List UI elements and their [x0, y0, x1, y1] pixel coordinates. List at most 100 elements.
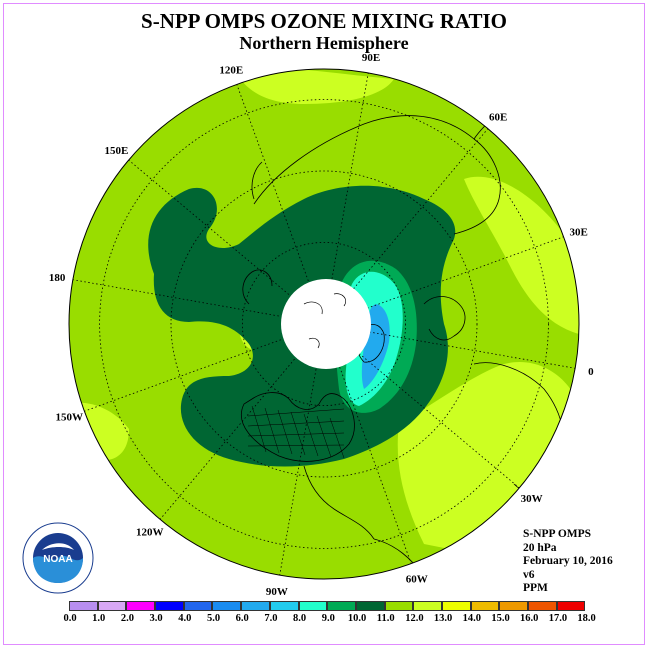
noaa-logo: NOAA — [22, 522, 94, 594]
state-border — [303, 413, 319, 457]
longitude-label: 180 — [49, 272, 66, 284]
state-border — [251, 405, 267, 453]
polar-no-data-region — [281, 279, 371, 369]
longitude-label: 0 — [588, 366, 594, 378]
colorbar-swatch — [384, 601, 414, 611]
colorbar-swatch — [155, 601, 184, 611]
longitude-labels: 90E 60E 30E 0 30W 60W 90W 120W 150W 180 150E 120E — [49, 52, 594, 598]
state-border — [316, 415, 332, 458]
colorbar-swatch — [241, 601, 270, 611]
longitude-label: 90W — [266, 586, 288, 598]
polar-map: 90E 60E 30E 0 30W 60W 90W 120W 150W 180 150E 120E — [49, 52, 594, 598]
colorbar-swatch — [499, 601, 528, 611]
colorbar-tick-label: 10.0 — [347, 613, 367, 624]
colorbar-swatch — [183, 601, 213, 611]
state-border — [247, 432, 345, 437]
colorbar-swatch — [413, 601, 442, 611]
latitude-circle — [170, 170, 478, 478]
map-disc — [69, 69, 579, 579]
colorbar-swatch — [556, 601, 586, 611]
longitude-label: 60W — [406, 574, 428, 586]
meridian-line — [159, 358, 295, 520]
meridian-line — [279, 369, 317, 576]
colorbar-swatch — [528, 601, 557, 611]
meridian-line — [72, 279, 279, 317]
coast-central-america — [303, 465, 375, 540]
latitude-circle — [99, 99, 549, 549]
meridian-line — [331, 72, 369, 279]
info-block: S-NPP OMPS 20 hPa February 10, 2016 v6 P… — [523, 528, 613, 596]
ozone-region-low-northeast — [464, 176, 579, 334]
colorbar-swatch — [355, 601, 385, 611]
meridian-line — [369, 331, 576, 369]
colorbar-tick-label: 13.0 — [433, 613, 453, 624]
latitude-circle — [241, 241, 406, 406]
longitude-label: 30W — [521, 493, 543, 505]
colorbar-tick-label: 12.0 — [405, 613, 424, 624]
svg-text:NOAA: NOAA — [43, 554, 72, 565]
colorbar-tick-label: 0.0 — [63, 613, 77, 624]
colorbar-tick-label: 1.0 — [92, 613, 106, 624]
coast-europe — [423, 296, 466, 341]
colorbar-tick-label: 3.0 — [149, 613, 163, 624]
colorbar-tick-label: 14.0 — [462, 613, 481, 624]
meridian-line — [358, 353, 520, 489]
page-subtitle: Northern Hemisphere — [239, 33, 409, 53]
info-version: v6 — [523, 568, 535, 581]
colorbar-swatch — [441, 601, 471, 611]
colorbar — [69, 601, 586, 611]
colorbar-swatch — [126, 601, 156, 611]
colorbar-swatch — [69, 601, 98, 611]
state-border — [329, 417, 345, 459]
colorbar-tick-label: 18.0 — [577, 613, 596, 624]
state-border — [290, 411, 306, 456]
colorbar-swatch — [269, 601, 299, 611]
colorbar-tick-label: 2.0 — [120, 613, 134, 624]
figure-frame: S-NPP OMPS OZONE MIXING RATIO Northern H… — [3, 3, 645, 645]
colorbar-swatch — [212, 601, 242, 611]
coast-asia — [253, 115, 501, 235]
state-border — [247, 420, 345, 427]
meridian-line — [84, 339, 282, 412]
coast-alaska — [242, 269, 273, 305]
state-border — [247, 444, 345, 447]
graticule — [72, 72, 576, 576]
meridian-line — [366, 236, 564, 309]
colorbar-tick-label: 15.0 — [491, 613, 510, 624]
info-instrument: S-NPP OMPS — [523, 528, 592, 540]
colorbar-tick-label: 17.0 — [548, 613, 568, 624]
colorbar-swatch — [298, 601, 328, 611]
colorbar-tick-label: 11.0 — [376, 613, 395, 624]
longitude-label: 30E — [570, 226, 588, 238]
us-state-borders — [247, 405, 345, 459]
coast-japan — [251, 161, 263, 200]
longitude-label: 150E — [104, 145, 128, 157]
meridian-line — [353, 128, 489, 290]
coast-north-america — [241, 392, 355, 462]
coast-arctic-islands — [303, 293, 347, 349]
longitude-label: 90E — [362, 52, 380, 64]
longitude-label: 120W — [136, 527, 164, 539]
state-border — [277, 409, 293, 455]
meridian-line — [128, 159, 290, 295]
colorbar-swatch — [470, 601, 500, 611]
info-units: PPM — [523, 582, 548, 594]
meridian-line — [236, 84, 309, 282]
state-border — [247, 408, 345, 417]
colorbar-tick-label: 7.0 — [264, 613, 278, 624]
meridian-line — [339, 366, 412, 564]
ozone-region-low-north — [234, 69, 394, 104]
colorbar-tick-label: 5.0 — [206, 613, 221, 624]
map-disc-outline — [68, 68, 580, 580]
info-pressure: 20 hPa — [523, 541, 557, 554]
longitude-label: 120E — [219, 64, 243, 76]
colorbar-tick-label: 9.0 — [321, 613, 335, 624]
longitude-label: 60E — [489, 111, 507, 123]
colorbar-swatch — [97, 601, 127, 611]
colorbar-swatch — [327, 601, 356, 611]
colorbar-ticks: 0.0 1.0 2.0 3.0 4.0 5.0 6.0 7.0 8.0 9.0 10.0 11.0 12… — [4, 613, 644, 629]
colorbar-tick-label: 6.0 — [235, 613, 249, 624]
info-date: February 10, 2016 — [523, 555, 613, 567]
colorbar-tick-label: 4.0 — [178, 613, 192, 624]
longitude-label: 150W — [56, 412, 84, 424]
